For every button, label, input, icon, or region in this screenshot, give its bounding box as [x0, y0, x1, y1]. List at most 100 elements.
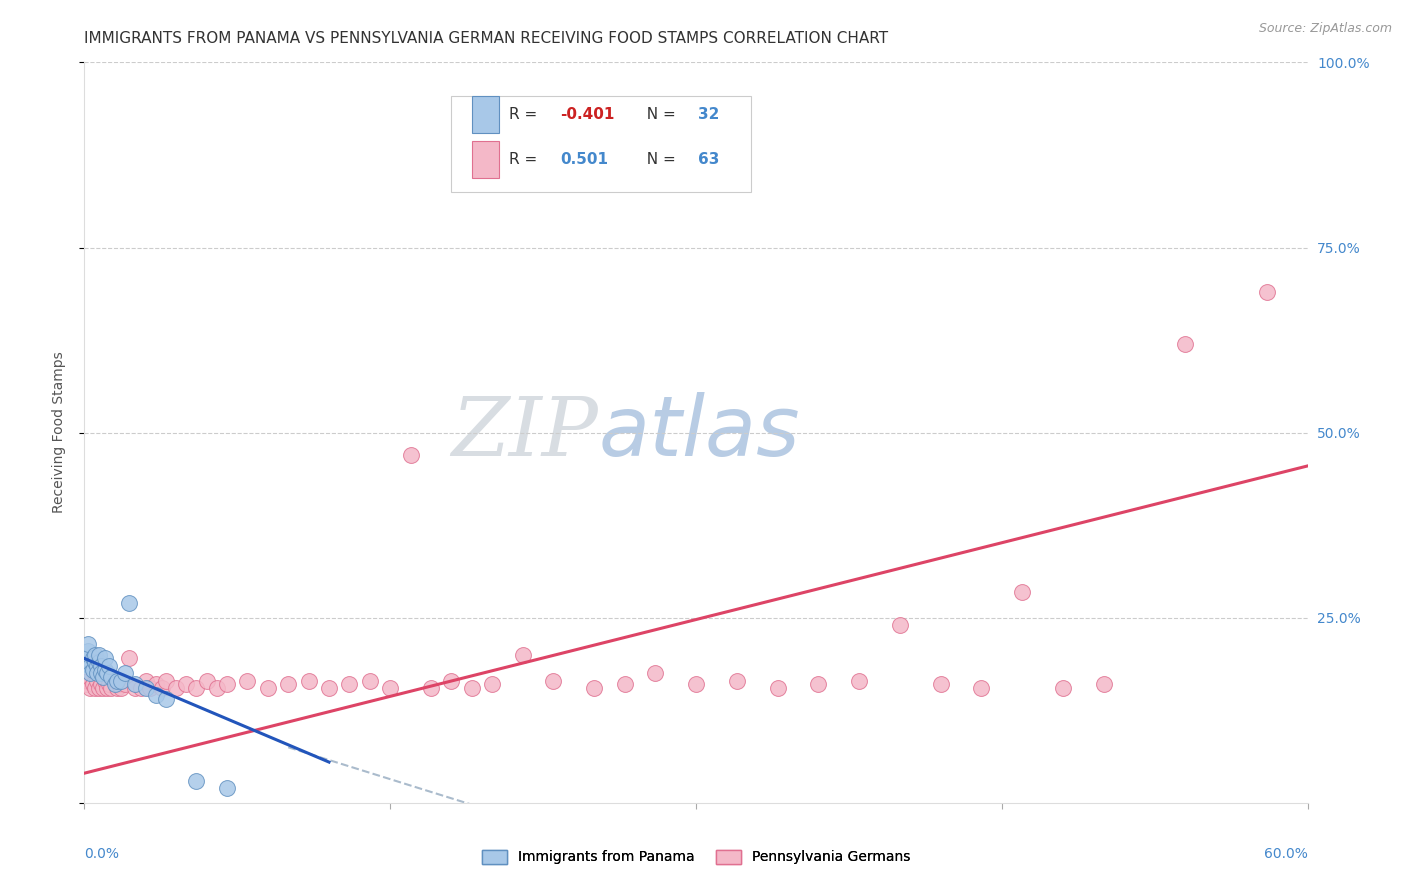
Text: ZIP: ZIP — [451, 392, 598, 473]
Point — [79, 658, 101, 673]
Point — [91, 670, 114, 684]
Point — [87, 648, 110, 662]
Text: Source: ZipAtlas.com: Source: ZipAtlas.com — [1258, 22, 1392, 36]
Point — [512, 648, 534, 662]
Point — [725, 673, 748, 688]
Point — [583, 681, 606, 695]
FancyBboxPatch shape — [472, 141, 499, 178]
Point — [399, 448, 422, 462]
Point — [380, 681, 402, 695]
Point — [124, 677, 146, 691]
Point — [481, 677, 503, 691]
Point — [90, 677, 112, 691]
Point — [104, 677, 127, 691]
Point — [77, 644, 100, 658]
Point — [86, 673, 108, 688]
Point — [318, 681, 340, 695]
FancyBboxPatch shape — [451, 95, 751, 192]
Text: -0.401: -0.401 — [560, 107, 614, 122]
Point — [257, 681, 280, 695]
Point — [90, 666, 112, 681]
Point — [929, 677, 952, 691]
Point — [889, 618, 911, 632]
Point — [83, 655, 105, 669]
Point — [90, 658, 112, 673]
Point — [124, 681, 146, 695]
Point — [108, 677, 131, 691]
Text: 60.0%: 60.0% — [1264, 847, 1308, 861]
Point — [145, 689, 167, 703]
Point — [644, 666, 666, 681]
Point — [91, 681, 114, 695]
Point — [104, 673, 127, 688]
Point — [195, 673, 218, 688]
Point — [1256, 285, 1278, 299]
Point — [82, 663, 104, 677]
Point — [110, 673, 132, 688]
Point — [96, 681, 118, 695]
Point — [86, 658, 108, 673]
Point — [93, 663, 115, 677]
Point — [114, 677, 136, 691]
Point — [205, 681, 228, 695]
Point — [87, 655, 110, 669]
Point — [145, 677, 167, 691]
Point — [970, 681, 993, 695]
Point — [186, 773, 208, 788]
Y-axis label: Receiving Food Stamps: Receiving Food Stamps — [52, 351, 66, 514]
Point — [420, 681, 443, 695]
Point — [277, 677, 299, 691]
Point — [97, 677, 120, 691]
Point — [848, 673, 870, 688]
Point — [298, 673, 321, 688]
Point — [100, 681, 122, 695]
Text: R =: R = — [509, 107, 541, 122]
Point — [93, 651, 115, 665]
Point — [155, 692, 177, 706]
Point — [75, 677, 97, 691]
Text: R =: R = — [509, 152, 547, 167]
Point — [685, 677, 707, 691]
Point — [79, 666, 101, 681]
Point — [118, 596, 141, 610]
Point — [186, 681, 208, 695]
Point — [96, 666, 118, 681]
Point — [83, 681, 105, 695]
Text: N =: N = — [637, 107, 681, 122]
Point — [174, 677, 197, 691]
Point — [83, 648, 105, 662]
Text: 0.0%: 0.0% — [84, 847, 120, 861]
Point — [165, 681, 187, 695]
Point — [543, 673, 565, 688]
Point — [138, 681, 160, 695]
Text: N =: N = — [637, 152, 681, 167]
Point — [82, 677, 104, 691]
Point — [613, 677, 636, 691]
Text: 32: 32 — [699, 107, 720, 122]
Point — [135, 681, 157, 695]
Point — [217, 677, 239, 691]
Point — [79, 681, 101, 695]
Text: atlas: atlas — [598, 392, 800, 473]
Point — [97, 658, 120, 673]
Point — [82, 651, 104, 665]
Point — [93, 673, 115, 688]
Point — [135, 673, 157, 688]
Point — [77, 637, 100, 651]
Point — [461, 681, 484, 695]
Point — [440, 673, 463, 688]
Point — [1092, 677, 1115, 691]
Point — [114, 666, 136, 681]
Point — [1011, 584, 1033, 599]
Point — [100, 670, 122, 684]
Point — [131, 681, 153, 695]
Point — [75, 651, 97, 665]
Point — [766, 681, 789, 695]
Text: IMMIGRANTS FROM PANAMA VS PENNSYLVANIA GERMAN RECEIVING FOOD STAMPS CORRELATION : IMMIGRANTS FROM PANAMA VS PENNSYLVANIA G… — [84, 31, 889, 46]
Point — [339, 677, 361, 691]
Point — [150, 681, 173, 695]
Point — [807, 677, 830, 691]
Point — [118, 651, 141, 665]
Point — [86, 666, 108, 681]
Point — [155, 673, 177, 688]
